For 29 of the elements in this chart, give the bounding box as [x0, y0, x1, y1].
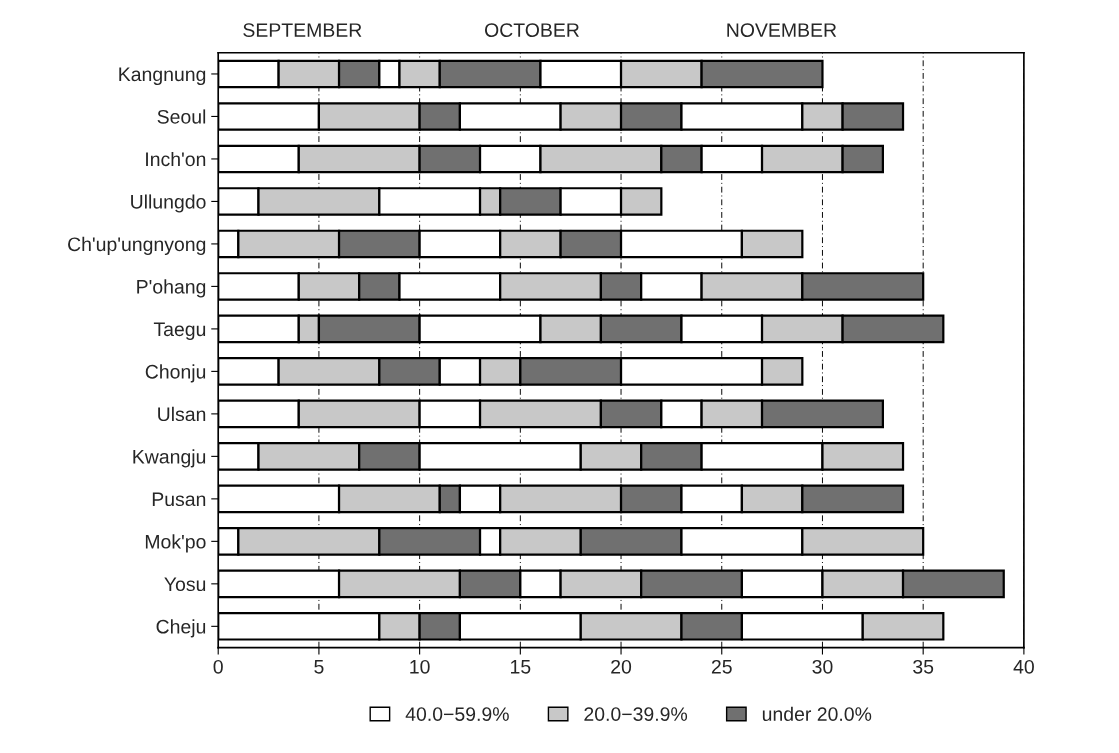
y-tick-label: Pusan	[152, 492, 206, 507]
y-tick-label: Ullungdo	[131, 194, 206, 213]
legend-label: 20.0−39.9%	[584, 707, 688, 721]
y-tick-label: Inch'on	[146, 151, 206, 167]
x-tick-label: 25	[711, 659, 732, 674]
x-tick-label: 10	[410, 659, 430, 674]
y-tick-label: Cheju	[156, 619, 206, 638]
x-tick-label: 0	[213, 659, 223, 674]
y-tick-label: P'ohang	[137, 279, 206, 298]
x-tick-label: 30	[812, 659, 833, 674]
y-tick-label: Ulsan	[158, 406, 206, 422]
y-tick-label: Seoul	[157, 109, 206, 124]
y-tick-label: Mok'po	[145, 534, 206, 553]
y-tick-label: Taegu	[153, 322, 206, 340]
x-tick-label: 40	[1013, 659, 1034, 674]
text: SEPTEMBER	[243, 23, 362, 37]
x-tick-label: 15	[511, 660, 531, 674]
x-tick-label: 20	[611, 659, 632, 674]
legend-label: 40.0−59.9%	[405, 707, 509, 721]
y-tick-label: Yosu	[164, 577, 206, 592]
text: NOVEMBER	[727, 23, 837, 37]
y-tick-label: Chonju	[145, 364, 206, 383]
text: OCTOBER	[485, 23, 579, 37]
x-tick-label: 35	[913, 659, 934, 674]
x-tick-label: 5	[314, 660, 324, 674]
legend-label: under 20.0%	[762, 706, 872, 721]
y-tick-label: Kangnung	[119, 67, 206, 86]
y-tick-label: Ch'up'ungnyong	[68, 236, 206, 255]
y-tick-label: Kwangju	[133, 449, 206, 468]
